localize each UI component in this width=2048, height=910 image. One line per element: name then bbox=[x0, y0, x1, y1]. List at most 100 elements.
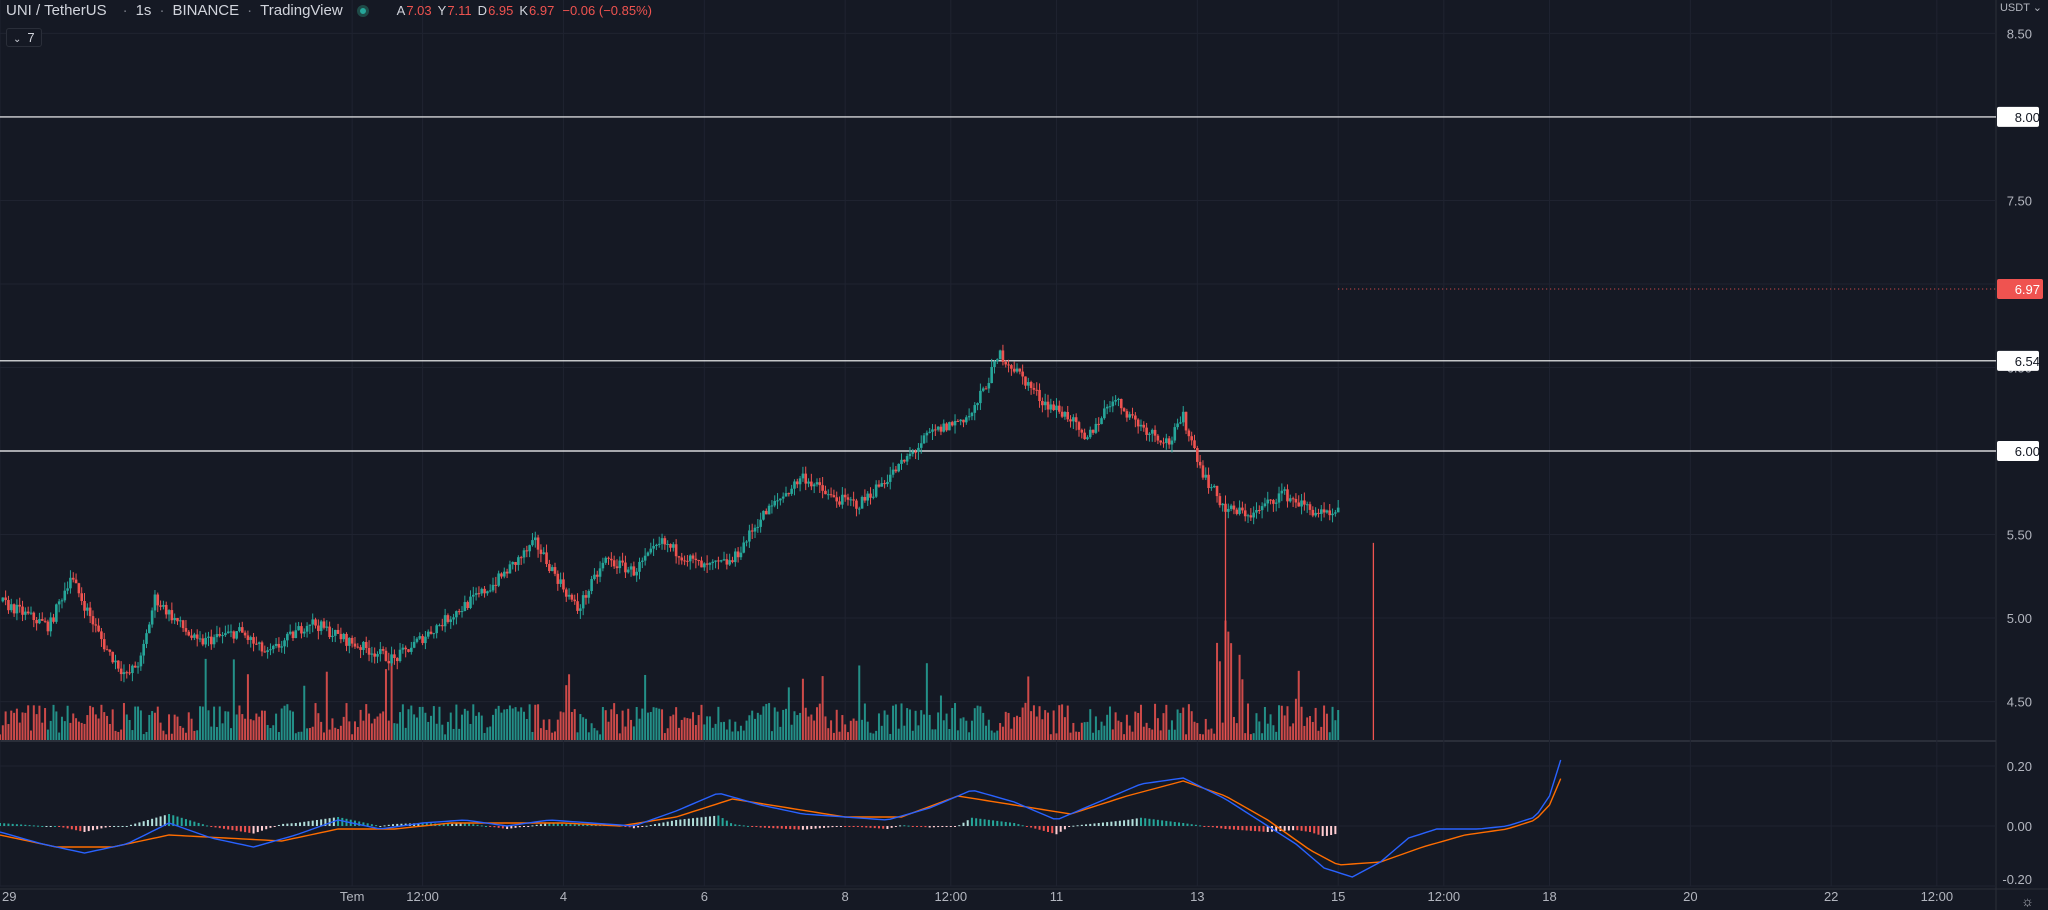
macd-histogram-bar bbox=[941, 826, 944, 827]
volume-bar bbox=[1154, 703, 1157, 740]
macd-histogram-bar bbox=[721, 818, 724, 826]
symbol-name[interactable]: UNI / TetherUS bbox=[6, 2, 107, 19]
candle-body bbox=[635, 571, 638, 576]
macd-histogram-bar bbox=[966, 820, 969, 826]
candle-body bbox=[263, 651, 267, 653]
macd-histogram-bar bbox=[979, 818, 982, 826]
macd-histogram-bar bbox=[848, 826, 851, 827]
candle-body bbox=[1201, 465, 1205, 478]
macd-histogram-bar bbox=[1292, 826, 1295, 831]
gear-icon[interactable]: ☼ bbox=[2021, 893, 2034, 909]
macd-histogram-bar bbox=[637, 826, 640, 828]
volume-bar bbox=[672, 714, 675, 740]
candle-body bbox=[269, 649, 272, 651]
macd-histogram-bar bbox=[472, 824, 475, 826]
macd-histogram-bar bbox=[222, 826, 225, 829]
macd-histogram-bar bbox=[1199, 825, 1202, 827]
volume-bar bbox=[218, 706, 221, 740]
currency-label[interactable]: USDT ⌄ bbox=[1999, 2, 2042, 14]
volume-bar bbox=[415, 717, 418, 740]
macd-histogram-bar bbox=[341, 817, 344, 826]
change-value: −0.06 (−0.85%) bbox=[562, 3, 652, 18]
level-price-label: 6.54 bbox=[2015, 354, 2040, 369]
volume-bar bbox=[1131, 731, 1134, 740]
candle-body bbox=[641, 560, 644, 562]
candle-body bbox=[663, 538, 667, 545]
macd-histogram-bar bbox=[134, 823, 137, 826]
candle-body bbox=[1184, 411, 1188, 431]
candle-body bbox=[198, 638, 202, 640]
volume-bar bbox=[497, 705, 500, 740]
candle-body bbox=[719, 560, 723, 562]
volume-bar bbox=[638, 718, 641, 740]
candle-body bbox=[1080, 429, 1084, 433]
candle-body bbox=[1001, 350, 1005, 362]
macd-histogram-bar bbox=[151, 818, 154, 826]
macd-axis-label: 0.00 bbox=[2007, 819, 2032, 834]
candle-body bbox=[525, 550, 529, 552]
volume-bar bbox=[1292, 723, 1295, 740]
macd-histogram-bar bbox=[210, 826, 213, 827]
candle-body bbox=[260, 642, 264, 652]
volume-bar bbox=[959, 718, 962, 740]
volume-bar bbox=[1170, 720, 1173, 740]
candle-body bbox=[604, 557, 608, 563]
candle-body bbox=[1173, 427, 1177, 441]
interval-label[interactable]: 1s bbox=[135, 2, 152, 19]
macd-histogram-bar bbox=[497, 826, 500, 828]
candle-body bbox=[170, 610, 174, 621]
candle-body bbox=[1153, 429, 1157, 436]
volume-bar bbox=[655, 707, 658, 740]
macd-histogram-bar bbox=[1106, 822, 1109, 826]
volume-bar bbox=[1196, 723, 1199, 740]
market-status-icon[interactable] bbox=[356, 4, 369, 17]
candle-body bbox=[1263, 503, 1267, 507]
volume-bar bbox=[765, 703, 768, 740]
price-axis-label: 4.50 bbox=[2007, 695, 2032, 710]
candle-body bbox=[790, 488, 793, 494]
indicator-toggle-button[interactable]: ⌄ 7 bbox=[6, 28, 42, 47]
candle-body bbox=[474, 593, 478, 595]
candle-body bbox=[1210, 487, 1213, 489]
volume-bar bbox=[1094, 716, 1097, 740]
macd-histogram-bar bbox=[548, 823, 551, 826]
candle-body bbox=[49, 617, 53, 632]
candle-body bbox=[1255, 510, 1258, 513]
macd-histogram-bar bbox=[168, 814, 171, 826]
volume-bar bbox=[373, 718, 376, 740]
candle-body bbox=[500, 573, 503, 577]
macd-histogram-bar bbox=[248, 826, 251, 833]
volume-bar bbox=[1221, 722, 1224, 740]
candle-body bbox=[697, 560, 700, 562]
candle-body bbox=[669, 543, 672, 548]
candle-body bbox=[962, 419, 965, 423]
high-label: Y bbox=[437, 3, 447, 18]
volume-bar bbox=[852, 718, 855, 740]
volume-bar bbox=[139, 710, 142, 740]
macd-histogram-bar bbox=[235, 826, 238, 831]
candle-body bbox=[581, 595, 585, 609]
candle-body bbox=[491, 584, 495, 591]
macd-histogram-bar bbox=[1262, 826, 1265, 832]
volume-bar bbox=[199, 706, 202, 740]
volume-bar bbox=[793, 711, 796, 740]
candle-body bbox=[1162, 442, 1165, 444]
volume-bar bbox=[1204, 718, 1207, 740]
macd-histogram-bar bbox=[286, 823, 289, 826]
candle-body bbox=[486, 591, 489, 594]
candle-body bbox=[342, 633, 346, 640]
candle-body bbox=[576, 601, 579, 611]
candle-body bbox=[66, 588, 69, 591]
volume-bar bbox=[1331, 706, 1334, 740]
time-axis-label: 12:00 bbox=[406, 889, 439, 904]
candle-body bbox=[38, 619, 41, 624]
volume-bar bbox=[1232, 716, 1235, 740]
volume-bar bbox=[432, 706, 435, 740]
volume-bar bbox=[1213, 733, 1216, 740]
macd-histogram-bar bbox=[983, 819, 986, 826]
candle-body bbox=[756, 526, 760, 528]
volume-bar bbox=[1004, 711, 1007, 740]
volume-bar bbox=[125, 714, 128, 740]
macd-histogram-bar bbox=[1309, 826, 1312, 832]
